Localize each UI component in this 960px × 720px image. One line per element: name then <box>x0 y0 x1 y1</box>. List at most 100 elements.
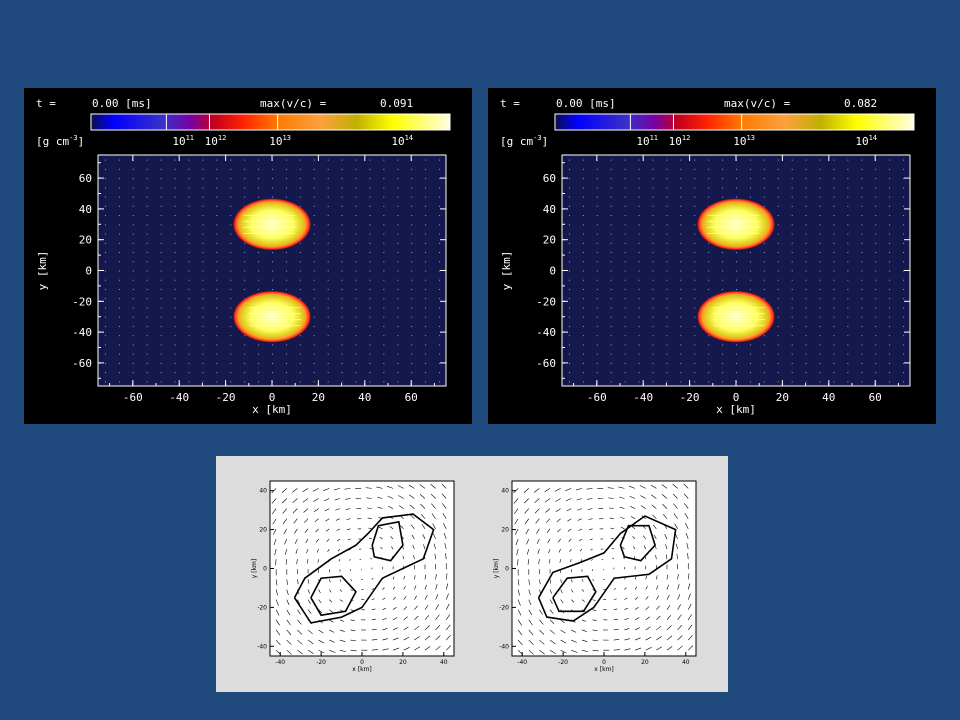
velocity-arrow <box>389 526 394 530</box>
velocity-arrow <box>325 528 330 532</box>
velocity-dot <box>369 298 371 300</box>
velocity-arrow <box>655 554 657 560</box>
velocity-dot <box>736 362 737 364</box>
velocity-arrow <box>517 619 522 626</box>
velocity-dot <box>439 279 441 281</box>
colorbar-unit: [g cm-3] <box>36 134 84 148</box>
velocity-dot <box>708 381 710 383</box>
velocity-dot <box>624 325 626 327</box>
velocity-dot <box>174 288 176 290</box>
velocity-dot <box>610 362 612 364</box>
velocity-dot <box>568 298 570 300</box>
velocity-arrow <box>392 637 399 641</box>
velocity-arrow <box>376 486 383 489</box>
velocity-dot <box>638 159 640 161</box>
velocity-dot <box>680 362 682 364</box>
colorbar-tick-exp: 11 <box>186 134 194 142</box>
velocity-arrow <box>662 513 668 519</box>
velocity-dot <box>188 307 190 309</box>
velocity-arrow <box>292 498 298 504</box>
velocity-arrow <box>445 573 448 580</box>
velocity-arrow <box>645 626 651 631</box>
velocity-dot <box>439 353 441 355</box>
velocity-dot <box>624 372 626 374</box>
velocity-arrow <box>568 538 572 542</box>
velocity-arrow <box>687 573 690 580</box>
velocity-dot <box>230 242 232 244</box>
velocity-arrow <box>537 548 540 554</box>
velocity-dot <box>749 362 751 364</box>
velocity-dot <box>610 335 612 337</box>
velocity-dot <box>132 215 134 217</box>
velocity-arrow <box>618 486 625 489</box>
velocity-arrow <box>571 589 574 593</box>
velocity-dot <box>258 381 260 383</box>
velocity-arrow <box>547 538 551 544</box>
velocity-dot <box>313 344 315 346</box>
velocity-dot <box>847 335 849 337</box>
velocity-dot <box>425 205 427 207</box>
velocity-dot <box>132 279 134 281</box>
velocity-dot <box>847 307 849 309</box>
velocity-dot <box>313 196 315 198</box>
velocity-arrow <box>523 488 529 493</box>
velocity-dot <box>104 372 106 374</box>
velocity-dot <box>160 215 162 217</box>
velocity-dot <box>202 298 204 300</box>
velocity-dot <box>425 325 427 327</box>
velocity-dot <box>425 261 427 263</box>
velocity-dot <box>889 270 891 272</box>
velocity-dot <box>160 288 162 290</box>
velocity-dot <box>383 178 385 180</box>
velocity-arrow <box>285 559 288 565</box>
velocity-arrow <box>688 635 693 641</box>
velocity-dot <box>397 381 399 383</box>
velocity-dot <box>258 187 260 189</box>
velocity-dot <box>369 344 371 346</box>
velocity-arrow <box>675 533 678 540</box>
velocity-arrow <box>292 488 298 493</box>
velocity-dot <box>805 196 807 198</box>
colorbar-tick-exp: 13 <box>283 134 291 142</box>
velocity-dot <box>132 233 134 235</box>
velocity-dot <box>132 178 134 180</box>
velocity-dot <box>104 252 106 254</box>
velocity-dot <box>805 279 807 281</box>
velocity-dot <box>847 233 849 235</box>
velocity-dot <box>258 261 260 263</box>
velocity-dot <box>439 362 441 364</box>
velocity-arrow <box>656 585 659 590</box>
velocity-dot <box>160 178 162 180</box>
velocity-dot <box>355 270 357 272</box>
velocity-dot <box>174 168 176 170</box>
velocity-dot <box>791 353 793 355</box>
velocity-arrow <box>284 548 288 555</box>
y-tick-label: -20 <box>499 604 509 611</box>
velocity-dot <box>610 288 612 290</box>
density-contour <box>619 524 657 562</box>
velocity-arrow <box>549 589 553 594</box>
velocity-dot <box>272 178 273 180</box>
velocity-dot <box>708 261 710 263</box>
velocity-dot <box>791 279 793 281</box>
velocity-dot <box>610 159 612 161</box>
velocity-dot <box>889 288 891 290</box>
velocity-dot <box>188 224 190 226</box>
x-tick-label: 0 <box>733 391 740 404</box>
velocity-arrow <box>424 584 427 590</box>
x-tick-label: -20 <box>316 659 326 666</box>
velocity-dot <box>146 252 148 254</box>
velocity-arrow <box>656 595 660 600</box>
velocity-dot <box>327 335 329 337</box>
velocity-arrow <box>666 615 672 621</box>
velocity-arrow <box>578 528 583 531</box>
velocity-dot <box>568 372 570 374</box>
velocity-arrow <box>677 624 683 631</box>
velocity-dot <box>805 325 807 327</box>
velocity-arrow <box>313 498 319 502</box>
velocity-dot <box>652 279 654 281</box>
velocity-arrow <box>283 528 288 535</box>
velocity-dot <box>805 298 807 300</box>
velocity-arrow <box>581 649 589 653</box>
velocity-dot <box>805 159 807 161</box>
